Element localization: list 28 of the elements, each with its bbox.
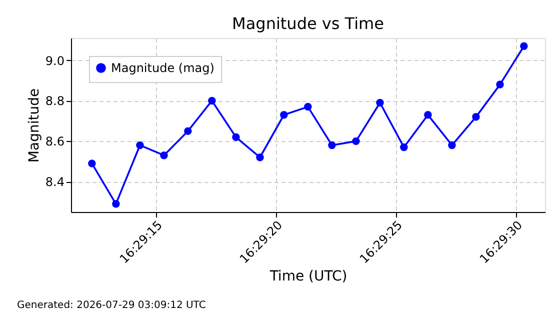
point: [184, 127, 192, 135]
point: [400, 143, 408, 152]
point: [208, 96, 216, 105]
y-tick-label: 8.6: [45, 134, 64, 149]
point: [256, 154, 264, 162]
y-axis-title: Magnitude: [26, 88, 42, 163]
point: [376, 98, 384, 107]
point: [160, 151, 168, 160]
point: [88, 160, 96, 168]
y-tick-label: 9.0: [45, 54, 64, 68]
chart-title: Magnitude vs Time: [232, 14, 384, 33]
y-tick-label: 8.8: [45, 94, 64, 108]
point: [520, 42, 528, 50]
point: [112, 200, 120, 208]
text: Generated: 2026-07-29 03:09:12 UTC: [17, 300, 206, 311]
point: [280, 111, 288, 119]
point: [496, 80, 504, 88]
point: [448, 141, 456, 150]
legend-label: Magnitude (mag): [111, 61, 214, 75]
point: [424, 111, 432, 119]
point: [136, 141, 144, 150]
point: [328, 141, 336, 150]
point: [304, 102, 312, 111]
x-axis-title: Time (UTC): [268, 268, 348, 284]
y-tick-label: 8.4: [45, 175, 64, 190]
point: [232, 133, 240, 142]
point: [472, 113, 480, 121]
point: [352, 137, 360, 146]
